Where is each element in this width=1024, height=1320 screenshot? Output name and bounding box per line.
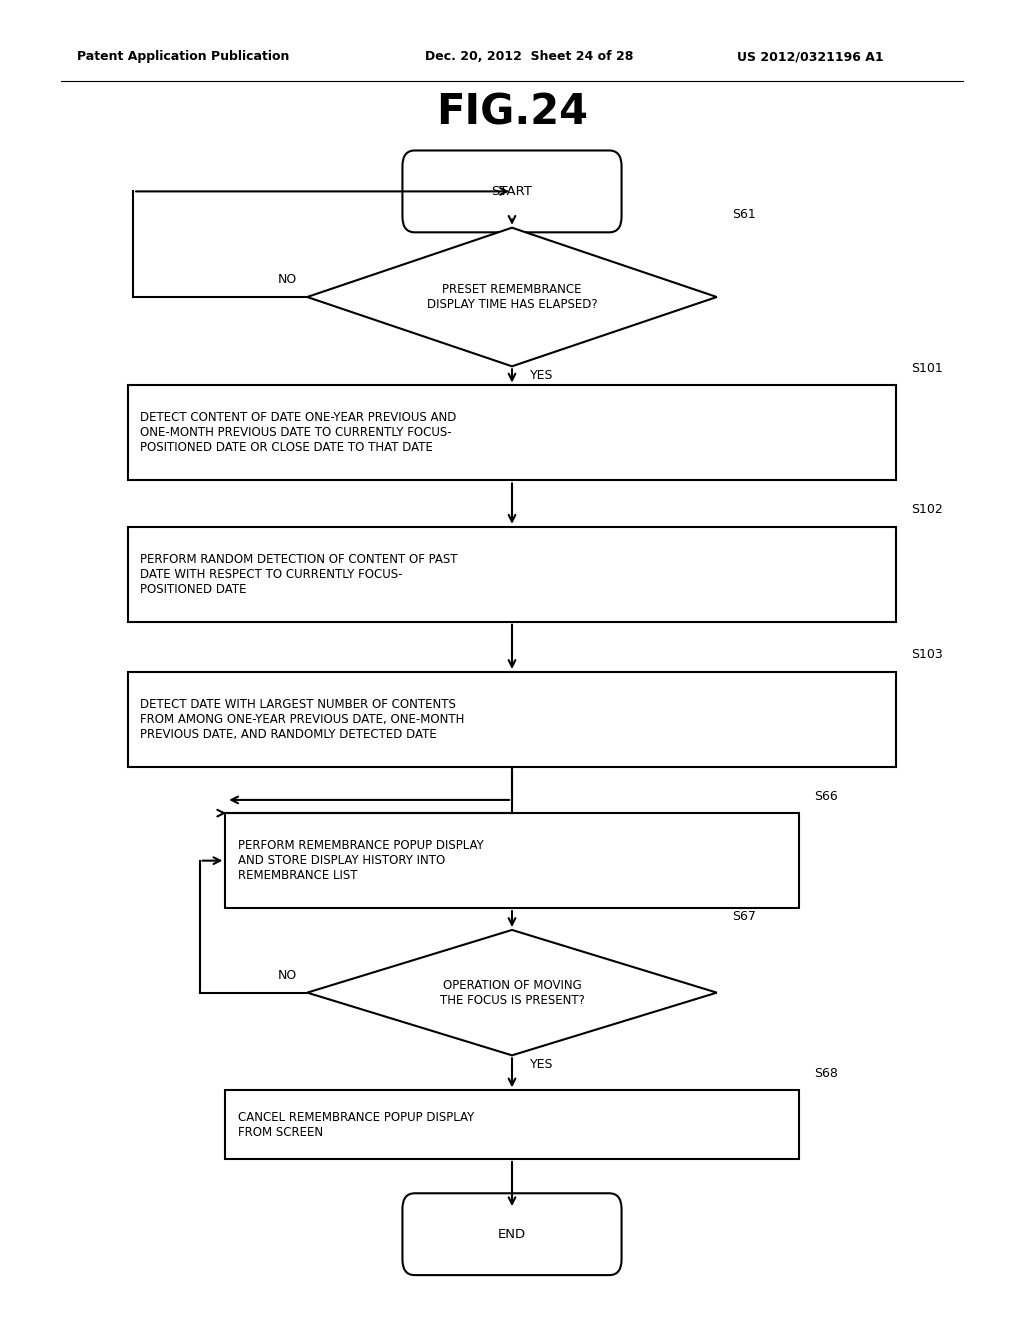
Text: S103: S103 (911, 648, 943, 661)
FancyBboxPatch shape (402, 150, 622, 232)
Bar (225, 1090, 799, 1159)
Text: PERFORM REMEMBRANCE POPUP DISPLAY
AND STORE DISPLAY HISTORY INTO
REMEMBRANCE LIS: PERFORM REMEMBRANCE POPUP DISPLAY AND ST… (238, 840, 483, 882)
FancyBboxPatch shape (402, 1193, 622, 1275)
Text: S68: S68 (814, 1067, 838, 1080)
Text: S66: S66 (814, 789, 838, 803)
Polygon shape (307, 227, 717, 366)
Text: DETECT CONTENT OF DATE ONE-YEAR PREVIOUS AND
ONE-MONTH PREVIOUS DATE TO CURRENTL: DETECT CONTENT OF DATE ONE-YEAR PREVIOUS… (140, 412, 457, 454)
Text: S67: S67 (732, 911, 756, 924)
Text: DETECT DATE WITH LARGEST NUMBER OF CONTENTS
FROM AMONG ONE-YEAR PREVIOUS DATE, O: DETECT DATE WITH LARGEST NUMBER OF CONTE… (140, 698, 465, 741)
Text: FIG.24: FIG.24 (436, 91, 588, 133)
Bar (128, 527, 896, 622)
Polygon shape (307, 929, 717, 1056)
Text: YES: YES (530, 368, 554, 381)
Text: END: END (498, 1228, 526, 1241)
Text: S61: S61 (732, 209, 756, 220)
Bar (128, 385, 896, 480)
Text: PERFORM RANDOM DETECTION OF CONTENT OF PAST
DATE WITH RESPECT TO CURRENTLY FOCUS: PERFORM RANDOM DETECTION OF CONTENT OF P… (140, 553, 458, 595)
Text: OPERATION OF MOVING
THE FOCUS IS PRESENT?: OPERATION OF MOVING THE FOCUS IS PRESENT… (439, 978, 585, 1007)
Bar (225, 813, 799, 908)
Text: YES: YES (530, 1059, 554, 1071)
Text: PRESET REMEMBRANCE
DISPLAY TIME HAS ELAPSED?: PRESET REMEMBRANCE DISPLAY TIME HAS ELAP… (427, 282, 597, 312)
Text: CANCEL REMEMBRANCE POPUP DISPLAY
FROM SCREEN: CANCEL REMEMBRANCE POPUP DISPLAY FROM SC… (238, 1110, 474, 1139)
Text: START: START (492, 185, 532, 198)
Text: Patent Application Publication: Patent Application Publication (77, 50, 289, 63)
Text: S101: S101 (911, 362, 943, 375)
Text: NO: NO (278, 969, 297, 982)
Text: US 2012/0321196 A1: US 2012/0321196 A1 (737, 50, 884, 63)
Text: Dec. 20, 2012  Sheet 24 of 28: Dec. 20, 2012 Sheet 24 of 28 (425, 50, 633, 63)
Text: S102: S102 (911, 503, 943, 516)
Text: NO: NO (278, 273, 297, 286)
Bar (128, 672, 896, 767)
